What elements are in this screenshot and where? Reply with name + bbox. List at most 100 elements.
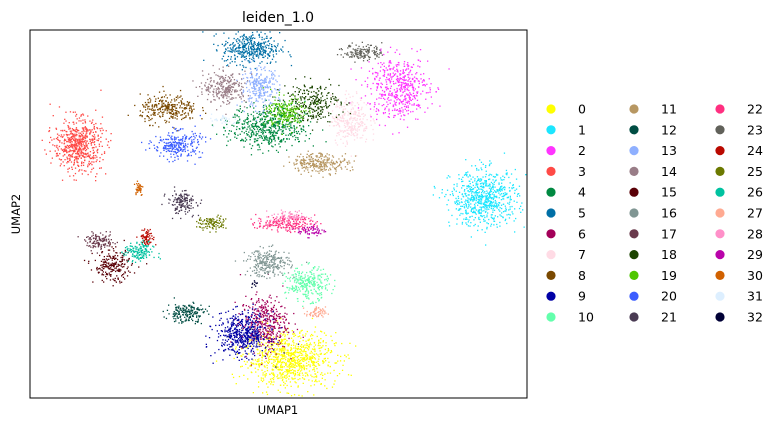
point xyxy=(413,95,415,97)
point xyxy=(261,47,263,49)
point xyxy=(227,64,229,66)
point xyxy=(392,133,394,135)
point xyxy=(236,350,239,352)
point xyxy=(246,346,248,349)
point xyxy=(490,190,492,192)
point xyxy=(258,301,260,303)
point xyxy=(74,137,76,139)
point xyxy=(110,133,112,135)
point xyxy=(409,98,411,100)
point xyxy=(257,386,260,388)
point xyxy=(271,139,273,142)
point xyxy=(465,217,467,219)
point xyxy=(409,93,412,95)
point xyxy=(241,138,243,140)
point xyxy=(237,134,239,136)
point xyxy=(256,112,258,114)
point xyxy=(388,78,390,80)
point xyxy=(337,121,339,124)
point xyxy=(478,212,480,215)
point xyxy=(469,216,471,218)
point xyxy=(230,335,233,338)
point xyxy=(493,194,495,196)
point xyxy=(271,368,273,370)
point xyxy=(248,125,250,127)
point xyxy=(81,146,83,148)
point xyxy=(484,231,486,233)
point xyxy=(248,326,250,328)
point xyxy=(493,220,496,222)
point xyxy=(392,75,394,77)
point xyxy=(271,138,273,141)
point xyxy=(351,132,353,134)
point xyxy=(471,190,474,193)
point xyxy=(242,337,244,339)
point xyxy=(272,365,274,367)
point xyxy=(253,49,255,51)
point xyxy=(265,335,268,337)
point xyxy=(224,130,226,132)
point xyxy=(273,351,275,353)
point xyxy=(402,91,404,94)
point xyxy=(336,117,339,119)
point xyxy=(251,339,253,341)
point xyxy=(252,317,255,320)
point xyxy=(285,104,287,106)
point xyxy=(492,209,494,211)
point xyxy=(251,363,253,365)
point xyxy=(464,192,466,195)
point xyxy=(491,202,494,204)
point xyxy=(481,188,483,191)
point xyxy=(256,348,258,350)
point xyxy=(265,360,268,362)
point xyxy=(79,136,82,138)
point xyxy=(389,75,391,77)
point xyxy=(314,331,316,333)
point xyxy=(79,138,81,140)
point xyxy=(213,35,215,37)
point xyxy=(469,185,471,188)
point xyxy=(270,302,272,304)
point xyxy=(168,121,170,123)
point xyxy=(66,134,69,136)
point xyxy=(279,115,281,117)
point xyxy=(145,109,147,111)
point xyxy=(242,54,245,56)
point xyxy=(392,72,394,74)
point xyxy=(520,205,522,207)
point xyxy=(81,173,83,175)
point xyxy=(312,362,314,364)
point xyxy=(317,344,319,347)
point xyxy=(275,127,277,130)
point xyxy=(399,108,401,110)
point xyxy=(304,359,306,361)
point xyxy=(504,189,506,191)
point xyxy=(477,225,479,227)
point xyxy=(301,377,304,379)
point xyxy=(480,167,482,169)
point xyxy=(291,127,293,129)
point xyxy=(245,139,248,141)
point xyxy=(203,59,205,61)
point xyxy=(237,323,240,325)
point xyxy=(498,205,500,207)
point xyxy=(89,156,91,158)
point xyxy=(383,69,385,72)
point xyxy=(349,96,351,98)
point xyxy=(372,139,374,141)
point xyxy=(308,338,310,340)
point xyxy=(319,342,322,344)
point xyxy=(239,118,241,120)
point xyxy=(83,153,85,155)
point xyxy=(405,106,408,108)
point xyxy=(288,123,290,125)
point xyxy=(456,200,458,202)
point xyxy=(505,169,508,172)
point xyxy=(242,313,244,315)
point xyxy=(257,363,260,365)
point xyxy=(402,70,404,72)
point xyxy=(80,149,82,151)
point xyxy=(333,125,335,127)
point xyxy=(258,48,261,50)
point xyxy=(230,48,232,50)
